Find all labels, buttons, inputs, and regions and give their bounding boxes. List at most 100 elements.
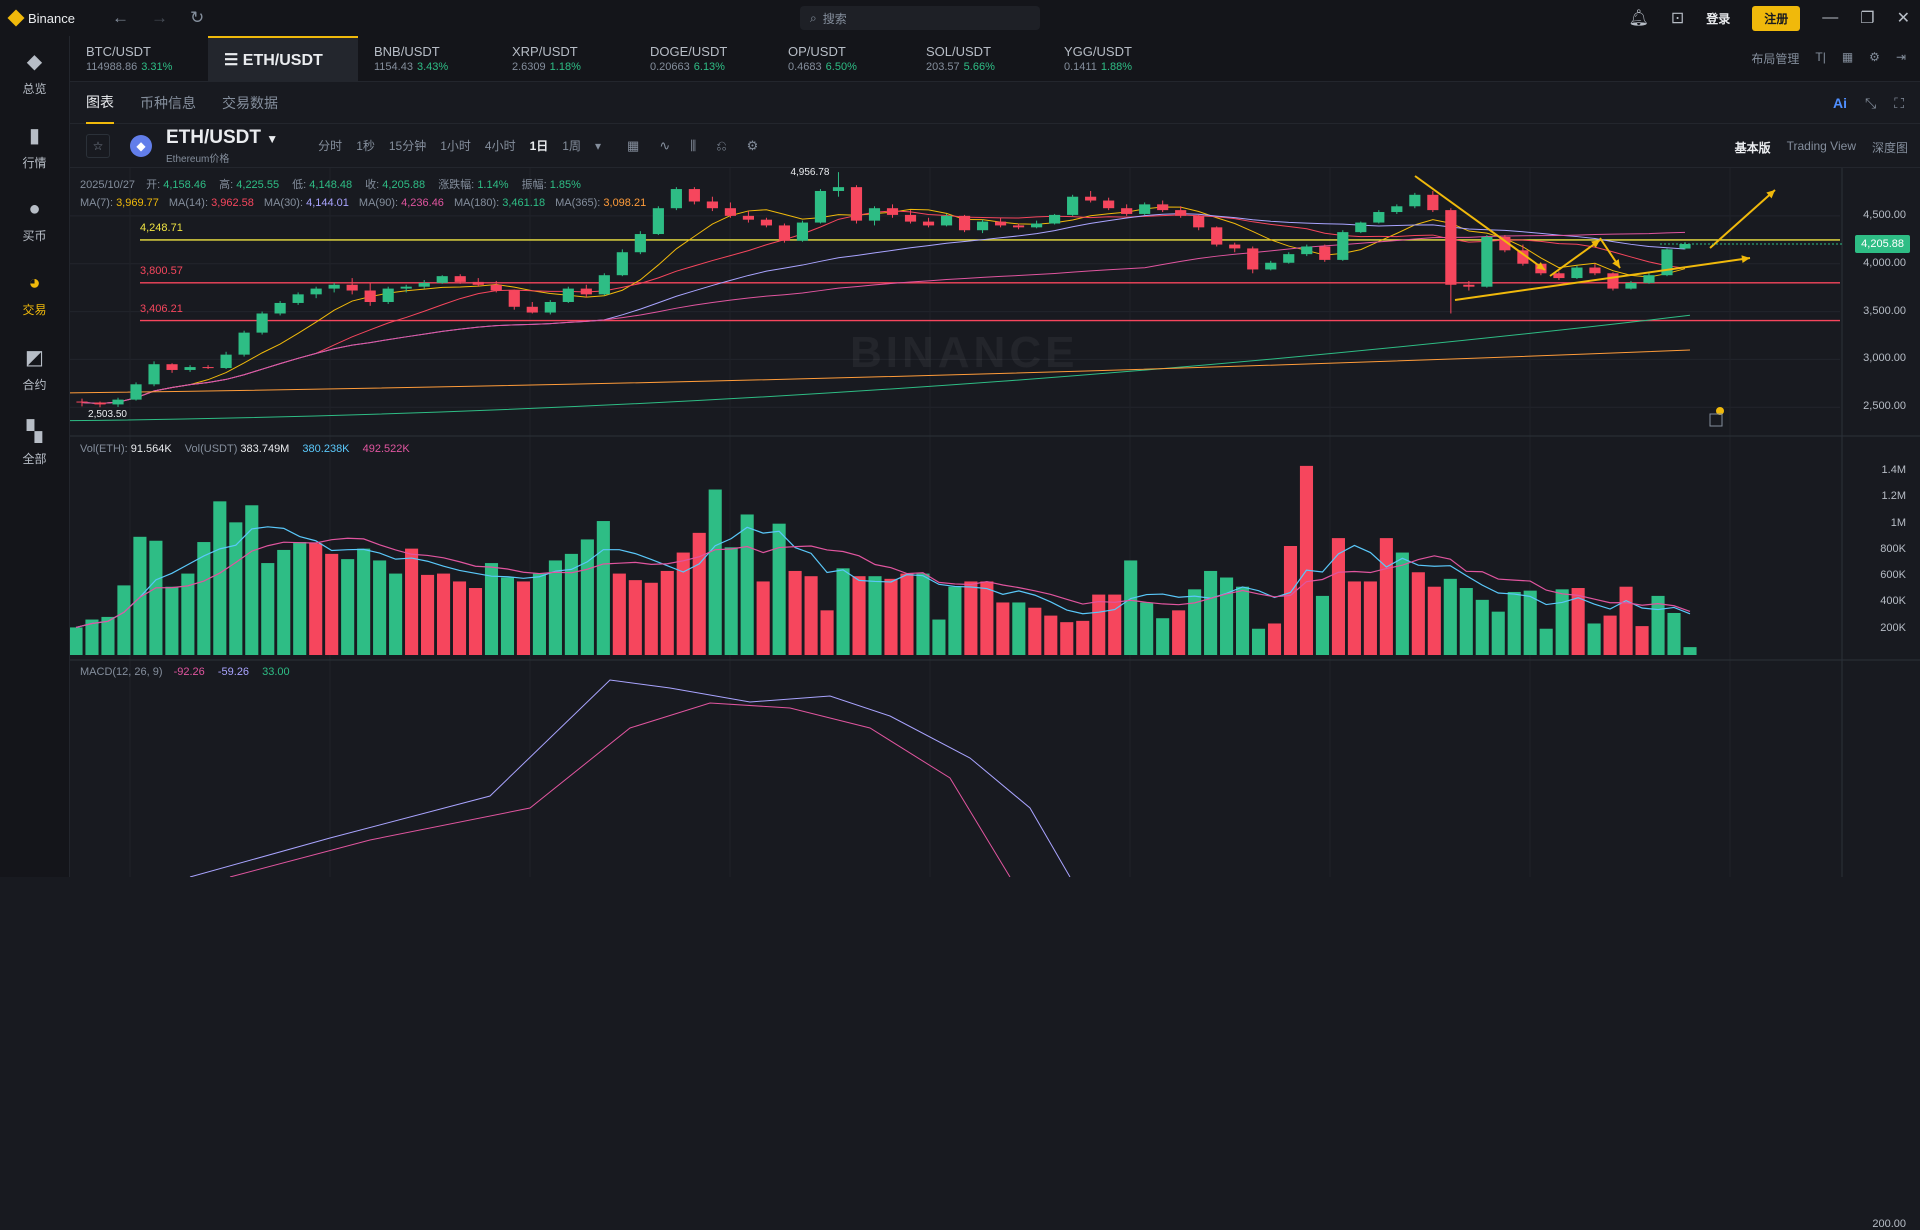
- ma7-line: [81, 206, 1686, 404]
- candle-body: [832, 187, 845, 191]
- interval-more-icon[interactable]: ▾: [594, 138, 602, 153]
- view-option[interactable]: Trading View: [1786, 139, 1856, 153]
- interval-option[interactable]: 1秒: [356, 139, 375, 153]
- candle-body: [1193, 215, 1205, 228]
- trend-arrow-down-head: [1536, 262, 1545, 270]
- watermark: BINANCE: [850, 328, 1079, 377]
- candle-body: [238, 332, 250, 355]
- volume-bar: [309, 543, 323, 655]
- candle-body: [256, 313, 268, 333]
- tab-0[interactable]: 图表: [86, 82, 114, 124]
- sidebar-item-5[interactable]: ▚ 全部: [0, 406, 69, 480]
- interval-option[interactable]: 1周: [562, 139, 581, 153]
- candle-body: [976, 221, 989, 231]
- volume-bar: [756, 581, 770, 655]
- interval-option[interactable]: 1日: [529, 139, 549, 153]
- ticker-symbol: XRP/USDT: [512, 44, 578, 59]
- grid-icon[interactable]: ▦: [1841, 50, 1854, 64]
- candle-body: [706, 201, 718, 209]
- notification-bell-icon[interactable]: 🔔︎: [1628, 10, 1649, 27]
- sidebar-item-label: 合约: [22, 378, 47, 392]
- candle-body: [1571, 267, 1583, 279]
- volume-bar: [421, 574, 435, 655]
- interval-option[interactable]: 4小时: [484, 139, 516, 153]
- tab-2[interactable]: 交易数据: [222, 94, 278, 111]
- search-input[interactable]: ⌕ 搜索: [800, 6, 1040, 30]
- sidebar-item-1[interactable]: ▮ 行情: [0, 110, 69, 184]
- interval-option[interactable]: 15分钟: [388, 139, 427, 153]
- gear-icon[interactable]: ⚙: [1869, 50, 1880, 64]
- volume-bar: [708, 489, 722, 655]
- sidebar-item-0[interactable]: ◆ 总览: [0, 36, 69, 110]
- interval-option[interactable]: 分时: [318, 139, 343, 153]
- chart-type-icon[interactable]: ⫼: [690, 137, 697, 153]
- settings-icon[interactable]: ⚙: [746, 137, 759, 153]
- candle-body: [382, 288, 394, 302]
- text-size-icon[interactable]: T|: [1815, 50, 1826, 64]
- volume-bar: [197, 542, 211, 655]
- chart-area[interactable]: BINANCE 2025/10/27 开: 4,158.46 高: 4,225.…: [70, 167, 1920, 1230]
- ticker-eth-usdt[interactable]: ☰ ETH/USDT: [208, 35, 358, 82]
- pair-selector[interactable]: ETH/USDT ▼: [166, 127, 278, 149]
- price-axis-label: 3,500.00: [1863, 304, 1906, 317]
- volume-bar: [1299, 465, 1314, 655]
- tab-1[interactable]: 币种信息: [140, 94, 196, 111]
- layout-manage-button[interactable]: 布局管理: [1751, 52, 1800, 66]
- candle-body: [346, 284, 358, 291]
- view-option[interactable]: 基本版: [1734, 141, 1771, 155]
- volume-bar: [948, 586, 962, 655]
- fullscreen-icon[interactable]: ⛶: [1894, 95, 1904, 111]
- candle-body: [1427, 194, 1439, 211]
- download-app-icon[interactable]: ⊡: [1670, 10, 1685, 27]
- ai-button[interactable]: Ai: [1832, 95, 1847, 111]
- volume-bar: [964, 581, 978, 655]
- drawing-icon[interactable]: ⎌: [716, 137, 727, 153]
- amplitude-value: 1.85%: [549, 179, 581, 191]
- view-option[interactable]: 深度图: [1871, 141, 1908, 155]
- maximize-icon[interactable]: ❐: [1860, 10, 1875, 27]
- export-icon[interactable]: ⇥: [1895, 50, 1906, 64]
- candle-body: [202, 367, 214, 369]
- ma90-line: [81, 231, 1686, 404]
- refresh-icon[interactable]: ↻: [190, 8, 205, 27]
- candle-body: [1589, 267, 1601, 274]
- interval-option[interactable]: 1小时: [440, 139, 471, 153]
- ticker-btc-usdt[interactable]: BTC/USDT 114988.86 3.31%: [70, 36, 208, 82]
- macd-hist-value: 33.00: [262, 666, 290, 678]
- sidebar-item-2[interactable]: ● 买币: [0, 184, 69, 258]
- ticker-doge-usdt[interactable]: DOGE/USDT 0.20663 6.13%: [634, 36, 772, 82]
- sub-tabs: Ai ⤡ ⛶ 图表 币种信息 交易数据: [70, 82, 1920, 124]
- close-icon[interactable]: ✕: [1896, 10, 1910, 27]
- forward-arrow-icon[interactable]: →: [151, 8, 168, 27]
- ticker-bnb-usdt[interactable]: BNB/USDT 1154.43 3.43%: [358, 36, 496, 82]
- ma180-line: [70, 314, 1691, 422]
- volume-bar: [1539, 628, 1553, 655]
- candle-body: [994, 221, 1007, 226]
- indicator-icon[interactable]: ∿: [659, 137, 671, 153]
- ticker-xrp-usdt[interactable]: XRP/USDT 2.6309 1.18%: [496, 36, 634, 82]
- back-arrow-icon[interactable]: ←: [112, 8, 129, 27]
- ticker-symbol: BNB/USDT: [374, 44, 440, 59]
- favorite-star-icon[interactable]: ☆: [86, 133, 110, 158]
- volume-bar: [1363, 581, 1377, 655]
- minimize-icon[interactable]: —: [1822, 9, 1839, 26]
- ticker-ygg-usdt[interactable]: YGG/USDT 0.1411 1.88%: [1048, 36, 1186, 82]
- ticker-op-usdt[interactable]: OP/USDT 0.4683 6.50%: [772, 36, 910, 82]
- ticker-sol-usdt[interactable]: SOL/USDT 203.57 5.66%: [910, 36, 1048, 82]
- login-button[interactable]: 登录: [1706, 11, 1731, 26]
- volume-bar: [245, 505, 259, 655]
- candle-body: [1337, 232, 1349, 260]
- volume-bar: [612, 573, 626, 655]
- calendar-icon[interactable]: ▦: [627, 137, 640, 153]
- volume-bar: [1635, 626, 1649, 655]
- signup-button[interactable]: 注册: [1752, 5, 1801, 31]
- volume-bar: [1172, 610, 1186, 655]
- volume-bar: [1076, 620, 1090, 655]
- candle-body: [1373, 212, 1385, 223]
- collapse-icon[interactable]: ⤡: [1864, 95, 1877, 111]
- sidebar-item-4[interactable]: ◩ 合约: [0, 332, 69, 406]
- current-price-badge: 4,205.88: [1855, 235, 1910, 253]
- candle-body: [1121, 208, 1133, 214]
- sidebar-item-3[interactable]: ◕ 交易: [0, 258, 69, 332]
- candle-body: [796, 222, 809, 241]
